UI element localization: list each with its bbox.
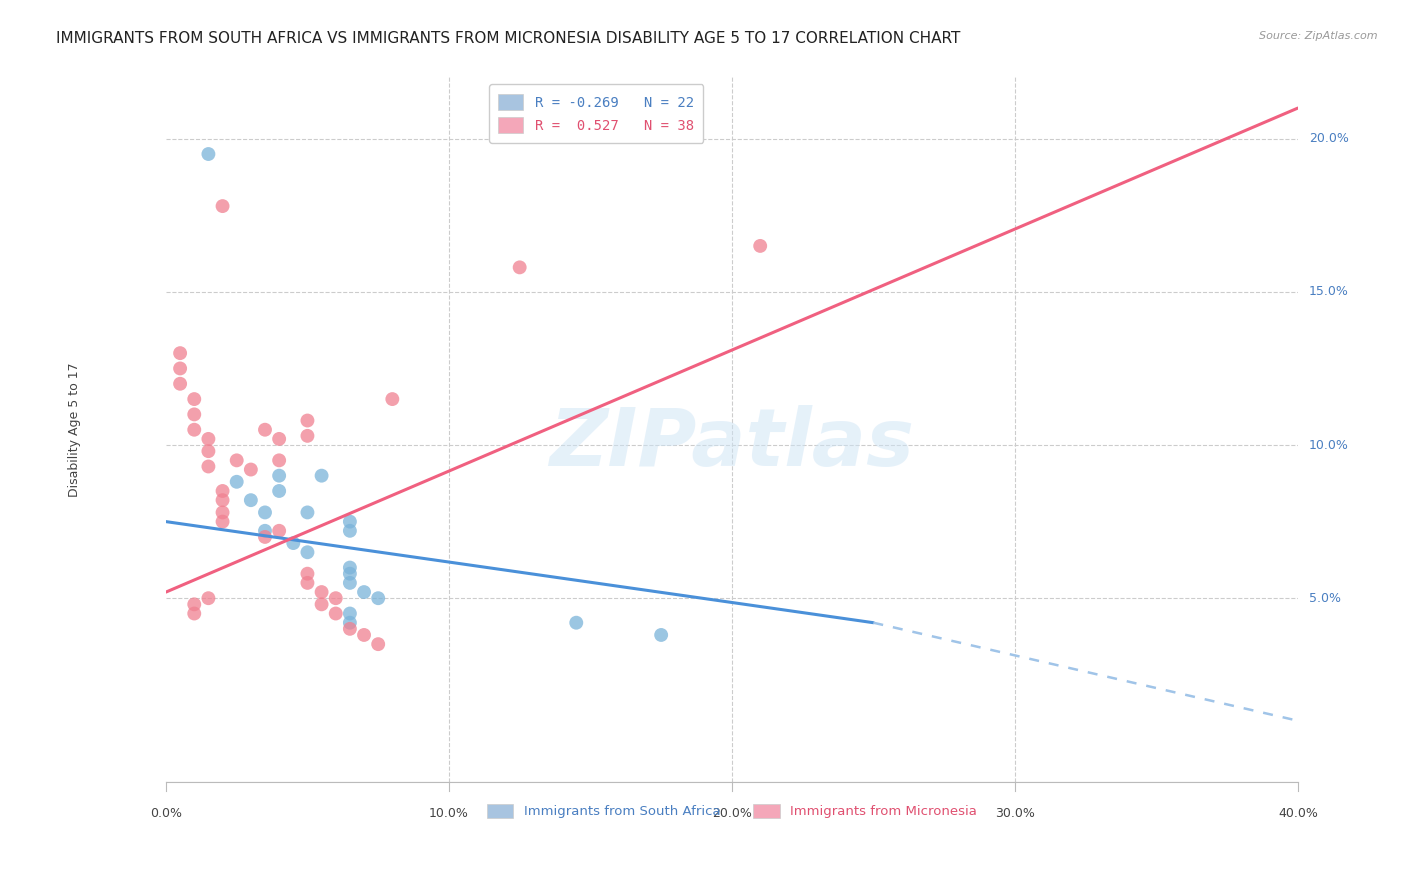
Point <box>183 408 205 422</box>
Point <box>297 413 319 427</box>
Point <box>339 560 361 574</box>
Text: Source: ZipAtlas.com: Source: ZipAtlas.com <box>1260 31 1378 41</box>
Point <box>197 459 219 474</box>
Point <box>339 575 361 590</box>
Point <box>183 607 205 621</box>
Text: 15.0%: 15.0% <box>1309 285 1348 298</box>
Text: 5.0%: 5.0% <box>1309 591 1341 605</box>
Point <box>311 585 333 599</box>
Text: ZIPatlas: ZIPatlas <box>550 405 914 483</box>
Text: IMMIGRANTS FROM SOUTH AFRICA VS IMMIGRANTS FROM MICRONESIA DISABILITY AGE 5 TO 1: IMMIGRANTS FROM SOUTH AFRICA VS IMMIGRAN… <box>56 31 960 46</box>
Point <box>297 505 319 519</box>
Point <box>183 423 205 437</box>
Text: 10.0%: 10.0% <box>429 807 468 820</box>
Point <box>197 444 219 458</box>
Point <box>325 607 347 621</box>
Point <box>297 566 319 581</box>
Point <box>381 392 404 406</box>
Point <box>749 239 772 253</box>
Text: 40.0%: 40.0% <box>1278 807 1317 820</box>
Point <box>169 346 191 360</box>
Point <box>269 432 291 446</box>
Point <box>297 545 319 559</box>
Point <box>211 493 233 508</box>
Point <box>169 376 191 391</box>
Point <box>225 453 247 467</box>
Text: 30.0%: 30.0% <box>995 807 1035 820</box>
Text: 0.0%: 0.0% <box>150 807 181 820</box>
Point <box>197 432 219 446</box>
Point <box>283 536 305 550</box>
Point <box>297 575 319 590</box>
Text: 10.0%: 10.0% <box>1309 439 1348 451</box>
Point <box>253 505 276 519</box>
Point <box>253 423 276 437</box>
Point <box>339 607 361 621</box>
Point <box>239 462 262 476</box>
Text: 20.0%: 20.0% <box>1309 132 1348 145</box>
Text: 20.0%: 20.0% <box>711 807 752 820</box>
Point <box>650 628 672 642</box>
Point <box>253 524 276 538</box>
Point <box>565 615 588 630</box>
Legend: Immigrants from South Africa, Immigrants from Micronesia: Immigrants from South Africa, Immigrants… <box>479 797 984 825</box>
Point <box>211 199 233 213</box>
Point <box>253 530 276 544</box>
Point <box>325 591 347 606</box>
Point <box>183 392 205 406</box>
Point <box>339 622 361 636</box>
Point <box>311 468 333 483</box>
Point <box>339 524 361 538</box>
Point <box>509 260 531 275</box>
Point <box>211 505 233 519</box>
Point <box>311 597 333 611</box>
Point <box>353 585 375 599</box>
Point <box>367 637 389 651</box>
Point <box>269 468 291 483</box>
Text: Disability Age 5 to 17: Disability Age 5 to 17 <box>67 362 82 497</box>
Point <box>297 429 319 443</box>
Point <box>339 566 361 581</box>
Point <box>197 591 219 606</box>
Point <box>269 524 291 538</box>
Point <box>239 493 262 508</box>
Point <box>353 628 375 642</box>
Point <box>367 591 389 606</box>
Point <box>225 475 247 489</box>
Point <box>169 361 191 376</box>
Point <box>269 453 291 467</box>
Point <box>183 597 205 611</box>
Point <box>339 615 361 630</box>
Point <box>211 483 233 498</box>
Point <box>211 515 233 529</box>
Point <box>339 515 361 529</box>
Point <box>269 483 291 498</box>
Point <box>197 147 219 161</box>
